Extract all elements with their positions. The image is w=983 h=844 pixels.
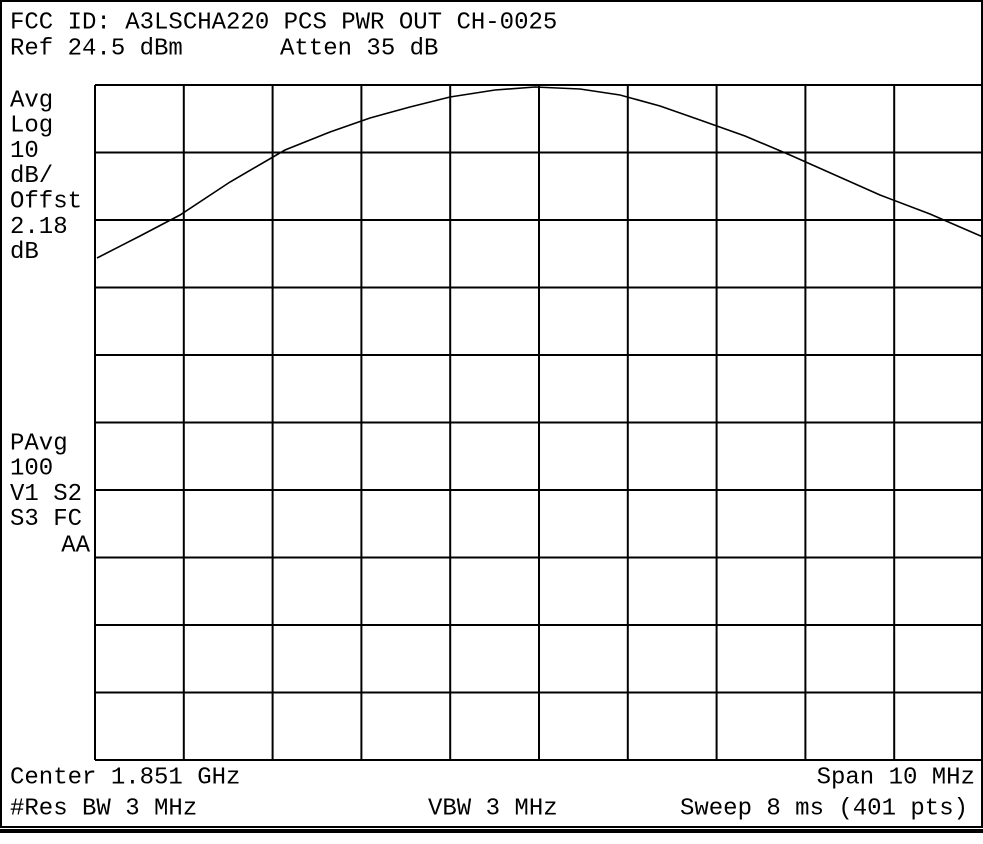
spectrum-trace: [96, 86, 983, 259]
vbw: VBW 3 MHz: [428, 795, 558, 822]
attenuation: Atten 35 dB: [280, 35, 438, 62]
res-bw: #Res BW 3 MHz: [10, 795, 197, 822]
side-label: V1 S2: [10, 481, 82, 508]
side-label: 100: [10, 456, 53, 483]
side-label: Log: [10, 113, 53, 140]
title: FCC ID: A3LSCHA220 PCS PWR OUT CH-0025: [10, 9, 557, 36]
ref-level: Ref 24.5 dBm: [10, 35, 183, 62]
side-label: Avg: [10, 87, 53, 114]
center-freq: Center 1.851 GHz: [10, 764, 240, 791]
side-label: 10: [10, 138, 39, 165]
side-label: dB: [10, 239, 39, 266]
span: Span 10 MHz: [817, 764, 975, 791]
side-label: PAvg: [10, 430, 68, 457]
side-label: dB/: [10, 163, 53, 190]
side-label: Offst: [10, 189, 82, 216]
marker-label: AA: [61, 532, 90, 559]
graticule: [94, 84, 983, 761]
side-label: 2.18: [10, 214, 68, 241]
side-label: S3 FC: [10, 506, 82, 533]
sweep: Sweep 8 ms (401 pts): [680, 795, 968, 822]
